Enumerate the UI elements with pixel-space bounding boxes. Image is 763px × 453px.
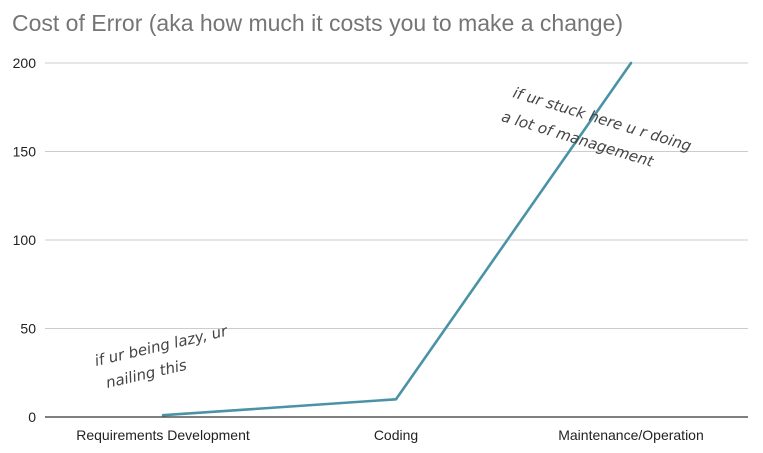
y-tick-label: 200 [13, 55, 37, 71]
annotation-lazy: if ur being lazy, ur nailing this [93, 322, 230, 392]
y-tick-label: 0 [28, 409, 36, 425]
gridlines [45, 62, 748, 329]
series-group [161, 61, 633, 417]
x-tick-label: Requirements Development [76, 427, 250, 443]
y-tick-label: 50 [20, 321, 36, 337]
chart-title: Cost of Error (aka how much it costs you… [12, 10, 623, 36]
x-axis-ticks: Requirements Development Coding Maintenanc… [76, 427, 704, 443]
annotation-management: if ur stuck here u r doing a lot of mana… [499, 84, 693, 171]
y-tick-label: 150 [13, 144, 37, 160]
y-tick-label: 100 [13, 232, 37, 248]
x-tick-label: Maintenance/Operation [558, 427, 704, 443]
series-line [161, 61, 633, 417]
y-axis-ticks: 0 50 100 150 200 [13, 55, 37, 425]
x-tick-label: Coding [374, 427, 418, 443]
